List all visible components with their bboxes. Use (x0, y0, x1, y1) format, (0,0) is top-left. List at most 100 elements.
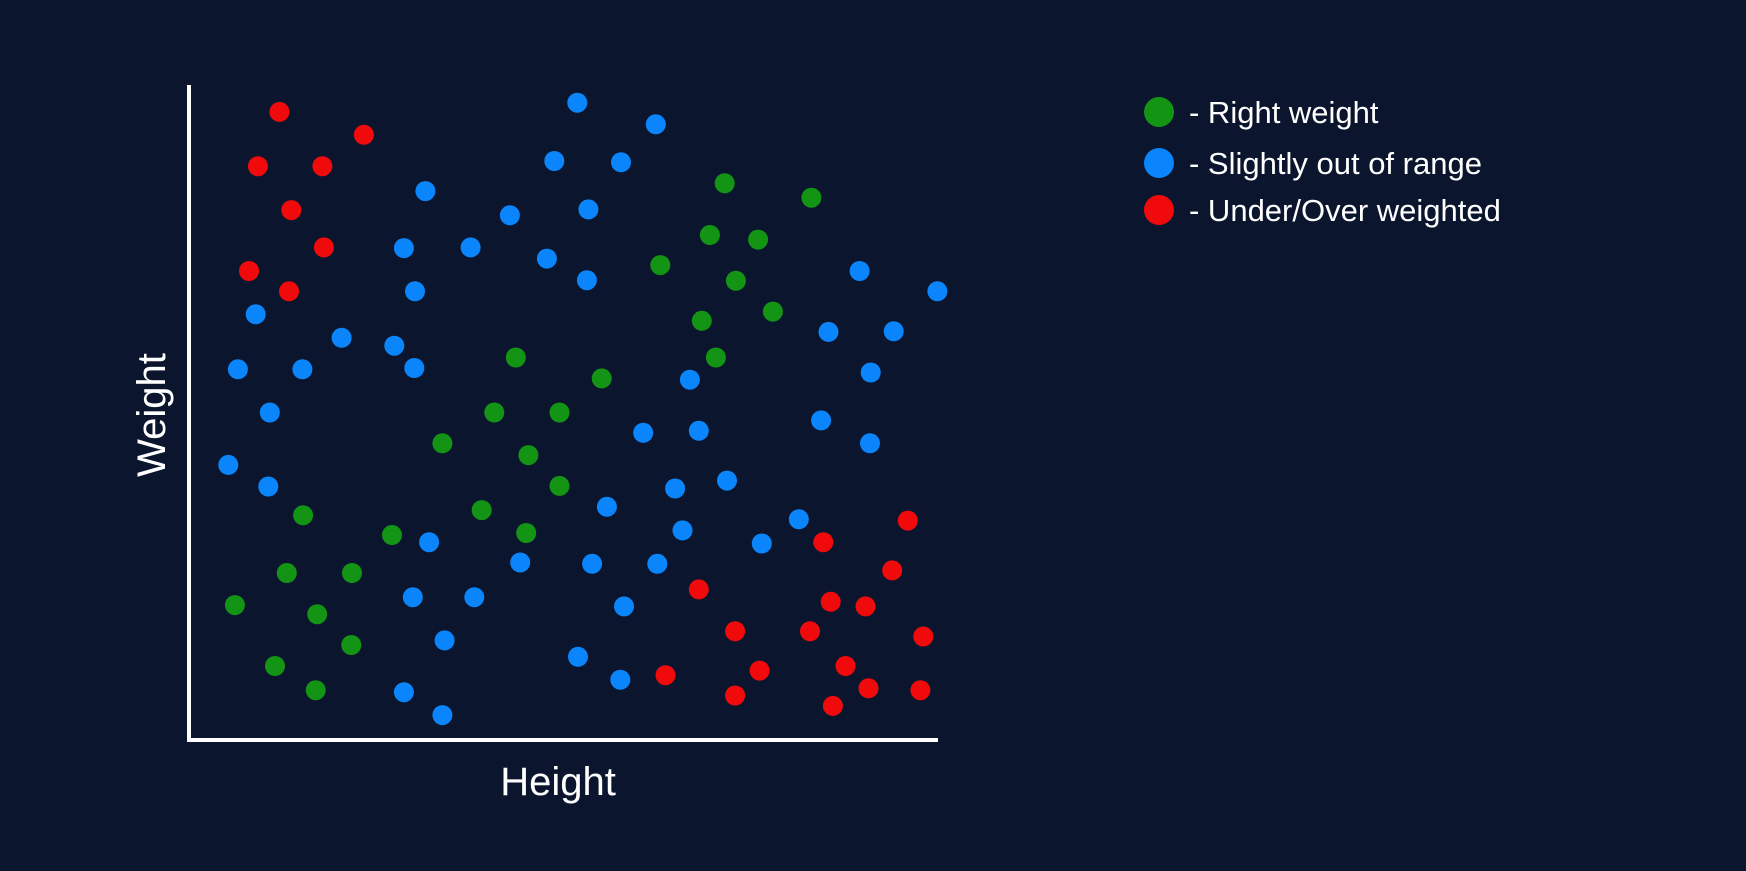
data-point-s2-4 (281, 200, 302, 221)
data-point-s1-30 (258, 476, 279, 497)
data-point-s1-5 (499, 205, 520, 226)
data-point-s1-14 (245, 304, 266, 325)
data-point-s2-14 (725, 621, 746, 642)
data-point-s1-24 (259, 402, 280, 423)
legend-marker-2 (1144, 195, 1174, 225)
data-point-s1-6 (578, 199, 599, 220)
points-layer (218, 92, 948, 726)
data-point-s1-22 (679, 369, 700, 390)
data-point-s1-38 (510, 552, 531, 573)
legend-marker-0 (1144, 97, 1174, 127)
legend: - Right weight - Slightly out of range - U… (1144, 95, 1501, 228)
data-point-s1-45 (568, 646, 588, 667)
data-point-s0-16 (471, 500, 492, 521)
data-point-s2-8 (897, 510, 918, 531)
data-point-s0-26 (305, 680, 326, 701)
data-point-s0-0 (714, 173, 735, 194)
data-point-s2-3 (312, 156, 333, 177)
data-point-s1-34 (788, 509, 809, 530)
data-point-s0-2 (699, 225, 720, 245)
data-point-s0-18 (382, 525, 402, 545)
data-point-s2-18 (655, 665, 676, 686)
data-point-s1-7 (393, 238, 414, 259)
legend-item-1: - Slightly out of range (1144, 146, 1482, 181)
data-point-s0-6 (762, 301, 783, 322)
data-point-s0-25 (265, 656, 285, 676)
data-point-s2-0 (269, 101, 290, 122)
data-point-s0-4 (650, 255, 671, 276)
y-axis-label: Weight (130, 353, 174, 477)
data-point-s1-43 (614, 596, 634, 617)
data-point-s2-11 (882, 560, 903, 581)
data-point-s1-19 (227, 359, 248, 380)
data-point-s1-16 (384, 335, 405, 356)
data-point-s1-21 (404, 358, 425, 378)
data-point-s1-47 (393, 682, 414, 703)
data-point-s1-44 (434, 630, 455, 651)
data-point-s0-10 (591, 368, 612, 389)
data-point-s0-7 (691, 310, 712, 331)
data-point-s2-13 (855, 596, 876, 617)
series-2 (239, 101, 934, 716)
data-point-s1-37 (751, 533, 772, 554)
data-point-s1-26 (218, 454, 239, 475)
legend-item-2: - Under/Over weighted (1144, 193, 1501, 228)
data-point-s1-36 (419, 532, 440, 553)
data-point-s2-23 (822, 695, 843, 716)
data-point-s1-15 (331, 327, 352, 348)
data-point-s0-17 (293, 505, 314, 526)
data-point-s0-8 (705, 347, 726, 368)
legend-label-2: - Under/Over weighted (1189, 193, 1501, 228)
data-point-s0-3 (748, 229, 769, 250)
data-point-s0-20 (276, 563, 297, 583)
data-point-s1-23 (860, 362, 881, 383)
data-point-s2-7 (279, 281, 299, 302)
series-1 (218, 92, 948, 726)
legend-label-1: - Slightly out of range (1189, 146, 1482, 181)
data-point-s1-27 (633, 422, 654, 443)
data-point-s1-46 (610, 669, 631, 690)
data-point-s0-24 (341, 635, 362, 655)
series-0 (224, 173, 822, 701)
data-point-s0-13 (432, 433, 453, 454)
data-point-s1-39 (582, 553, 603, 574)
data-point-s2-16 (913, 626, 934, 647)
data-point-s2-10 (688, 579, 709, 600)
data-point-s1-41 (402, 587, 423, 608)
data-point-s2-2 (247, 156, 268, 177)
data-point-s0-15 (549, 475, 570, 496)
data-point-s1-17 (818, 321, 839, 342)
data-point-s0-21 (342, 563, 362, 583)
data-point-s1-32 (717, 470, 737, 491)
data-point-s1-31 (665, 478, 686, 499)
data-point-s0-23 (307, 604, 328, 625)
data-point-s1-8 (460, 237, 481, 258)
data-point-s0-14 (518, 445, 539, 466)
data-point-s2-5 (313, 237, 334, 258)
data-point-s1-40 (647, 553, 668, 574)
data-point-s1-42 (464, 587, 485, 608)
data-point-s1-10 (576, 270, 597, 291)
data-point-s0-12 (549, 402, 570, 423)
data-point-s0-19 (516, 523, 537, 543)
data-point-s1-20 (292, 359, 313, 380)
data-point-s2-9 (813, 532, 834, 553)
data-point-s2-12 (820, 591, 841, 612)
data-point-s0-5 (725, 270, 746, 291)
data-point-s0-22 (224, 595, 245, 616)
data-point-s1-28 (688, 420, 709, 441)
data-point-s1-18 (883, 321, 904, 342)
data-point-s2-17 (835, 656, 856, 676)
data-point-s1-29 (860, 433, 880, 454)
data-point-s0-1 (801, 187, 822, 208)
data-point-s1-11 (405, 281, 425, 302)
data-point-s2-6 (239, 261, 259, 281)
data-point-s1-33 (596, 496, 617, 517)
legend-marker-1 (1144, 148, 1174, 178)
data-point-s2-21 (725, 685, 746, 706)
data-point-s1-25 (811, 410, 832, 431)
data-point-s1-1 (645, 114, 666, 135)
data-point-s1-35 (672, 520, 693, 541)
data-point-s0-11 (484, 402, 505, 423)
